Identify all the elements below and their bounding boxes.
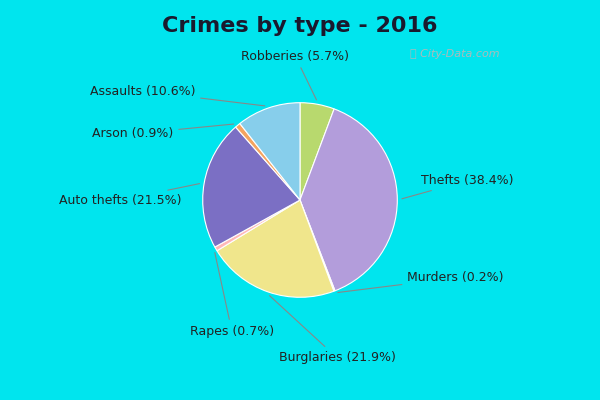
Wedge shape [240, 103, 300, 200]
Text: Robberies (5.7%): Robberies (5.7%) [241, 50, 349, 100]
Wedge shape [300, 109, 397, 291]
Wedge shape [203, 127, 300, 247]
Text: Arson (0.9%): Arson (0.9%) [92, 124, 233, 140]
Wedge shape [215, 200, 300, 251]
Wedge shape [217, 200, 334, 297]
Text: Murders (0.2%): Murders (0.2%) [338, 271, 504, 292]
Text: Crimes by type - 2016: Crimes by type - 2016 [162, 16, 438, 36]
Wedge shape [300, 200, 335, 291]
Text: Rapes (0.7%): Rapes (0.7%) [190, 253, 274, 338]
Text: Burglaries (21.9%): Burglaries (21.9%) [269, 296, 395, 364]
Wedge shape [300, 103, 334, 200]
Text: ⓘ City-Data.com: ⓘ City-Data.com [410, 49, 499, 59]
Text: Auto thefts (21.5%): Auto thefts (21.5%) [59, 184, 199, 206]
Text: Assaults (10.6%): Assaults (10.6%) [89, 84, 265, 106]
Text: Thefts (38.4%): Thefts (38.4%) [402, 174, 514, 199]
Wedge shape [236, 124, 300, 200]
